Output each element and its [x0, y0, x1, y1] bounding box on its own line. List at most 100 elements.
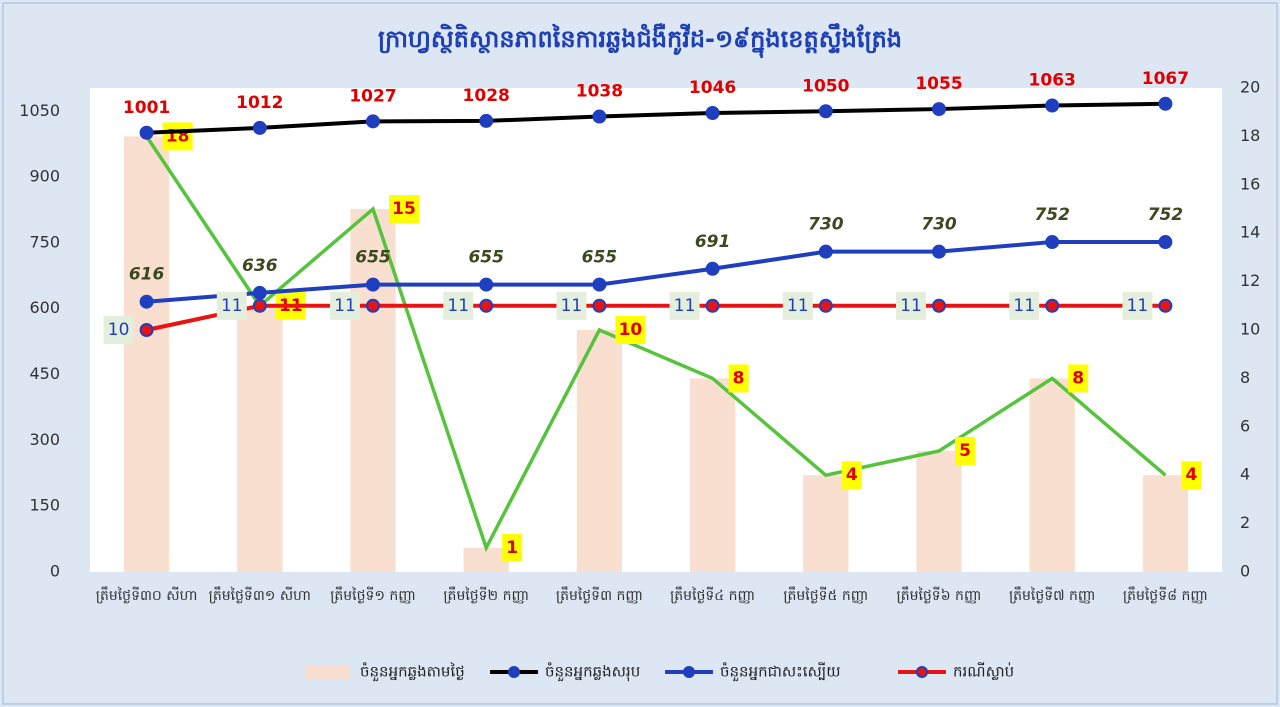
- y2-tick-label: 6: [1240, 416, 1250, 435]
- label-box: [896, 291, 926, 320]
- data-label: 11: [787, 296, 809, 316]
- data-label: 730: [808, 215, 844, 235]
- daily-line: [145, 135, 1167, 553]
- y2-tick-label: 0: [1240, 562, 1250, 581]
- data-label: 655: [468, 248, 504, 268]
- label-box: [556, 291, 587, 320]
- bar: [237, 305, 283, 572]
- y-tick-label: 150: [29, 496, 60, 515]
- data-label: 10: [108, 320, 130, 340]
- data-label: 8: [1072, 368, 1084, 388]
- bar: [916, 451, 962, 572]
- data-label: 655: [355, 248, 391, 268]
- legend-marker: [916, 666, 928, 678]
- marker: [932, 298, 946, 313]
- marker: [1045, 235, 1060, 250]
- label-box: [330, 291, 360, 320]
- marker: [592, 298, 607, 313]
- marker: [139, 323, 154, 337]
- marker: [139, 294, 154, 309]
- series-line: [146, 240, 1166, 304]
- y2-tick-label: 4: [1240, 465, 1250, 484]
- data-label: 11: [334, 296, 356, 316]
- x-tick-label: ត្រឹមថ្ងៃទី៨ កញ្ញា: [1122, 588, 1208, 604]
- data-label: 1028: [463, 86, 510, 106]
- data-label: 1055: [915, 74, 962, 94]
- x-tick-label: ត្រឹមថ្ងៃទី៣ កញ្ញា: [555, 588, 643, 604]
- series-line: [146, 303, 1166, 332]
- marker: [366, 277, 380, 292]
- label-box: [1181, 461, 1202, 490]
- bar: [803, 475, 849, 572]
- data-label: 691: [695, 232, 731, 252]
- marker: [1158, 235, 1173, 250]
- y-tick-label: 1050: [19, 101, 60, 120]
- y2-tick-label: 14: [1240, 223, 1260, 242]
- y2-tick-label: 2: [1240, 513, 1250, 532]
- data-label: 1012: [236, 93, 283, 113]
- data-label: 4: [846, 465, 858, 485]
- marker: [592, 277, 607, 292]
- marker: [932, 102, 946, 117]
- bar: [576, 330, 623, 572]
- marker: [252, 285, 267, 300]
- data-label: 636: [242, 256, 278, 276]
- x-tick-label: ត្រឹមថ្ងៃទី៤ កញ្ញា: [670, 588, 756, 604]
- data-label: 11: [221, 296, 243, 316]
- label-box: [389, 195, 419, 223]
- data-label: 4: [1185, 465, 1197, 485]
- marker: [479, 277, 494, 292]
- x-tick-label: ត្រឹមថ្ងៃទី២ កញ្ញា: [443, 588, 529, 604]
- marker: [1158, 96, 1173, 111]
- y-tick-label: 0: [50, 562, 60, 581]
- y2-tick-label: 18: [1240, 126, 1260, 145]
- y2-tick-label: 12: [1240, 271, 1260, 290]
- x-tick-label: ត្រឹមថ្ងៃទី៧ កញ្ញា: [1008, 588, 1096, 604]
- label-box: [615, 316, 646, 344]
- bar: [689, 378, 736, 572]
- bar: [350, 209, 396, 572]
- label-box: [782, 291, 813, 320]
- bar: [123, 136, 170, 572]
- data-label: 1027: [349, 86, 396, 106]
- x-tick-label: ត្រឹមថ្ងៃទី១ កញ្ញា: [330, 588, 416, 604]
- marker: [252, 120, 267, 135]
- y-tick-label: 750: [29, 232, 60, 251]
- label-box: [728, 364, 749, 393]
- legend-swatch: [305, 665, 350, 679]
- label-box: [216, 291, 247, 320]
- x-tick-label: ត្រឹមថ្ងៃទី៣០ សីហា: [95, 588, 198, 604]
- bar: [463, 547, 509, 572]
- data-label: 1067: [1142, 69, 1189, 89]
- data-label: 11: [1013, 296, 1035, 316]
- y-tick-label: 600: [29, 298, 60, 317]
- data-label: 1001: [123, 98, 170, 118]
- data-label: 730: [921, 215, 957, 235]
- legend-label: ចំនួនអ្នកឆ្លងតាមថ្ងៃ: [360, 662, 465, 682]
- y2-tick-label: 20: [1240, 78, 1260, 97]
- data-label: 10: [619, 320, 643, 340]
- label-box: [443, 291, 474, 320]
- marker: [479, 113, 494, 128]
- data-label: 8: [733, 368, 745, 388]
- label-box: [1122, 291, 1153, 320]
- label-box: [669, 291, 700, 320]
- data-label: 752: [1148, 205, 1184, 225]
- label-box: [162, 122, 193, 151]
- y-tick-label: 450: [29, 364, 60, 383]
- marker: [932, 244, 946, 259]
- bar: [1029, 378, 1075, 572]
- x-tick-label: ត្រឹមថ្ងៃទី៥ កញ្ញា: [783, 588, 869, 604]
- marker: [1045, 298, 1060, 313]
- series-line: [146, 101, 1166, 135]
- data-label: 655: [582, 248, 618, 268]
- data-label: 11: [900, 296, 922, 316]
- label-box: [103, 316, 134, 344]
- x-tick-label: ត្រឹមថ្ងៃទី៦ កញ្ញា: [896, 588, 982, 604]
- label-box: [1009, 291, 1040, 320]
- data-label: 752: [1034, 205, 1070, 225]
- legend-marker: [683, 666, 695, 678]
